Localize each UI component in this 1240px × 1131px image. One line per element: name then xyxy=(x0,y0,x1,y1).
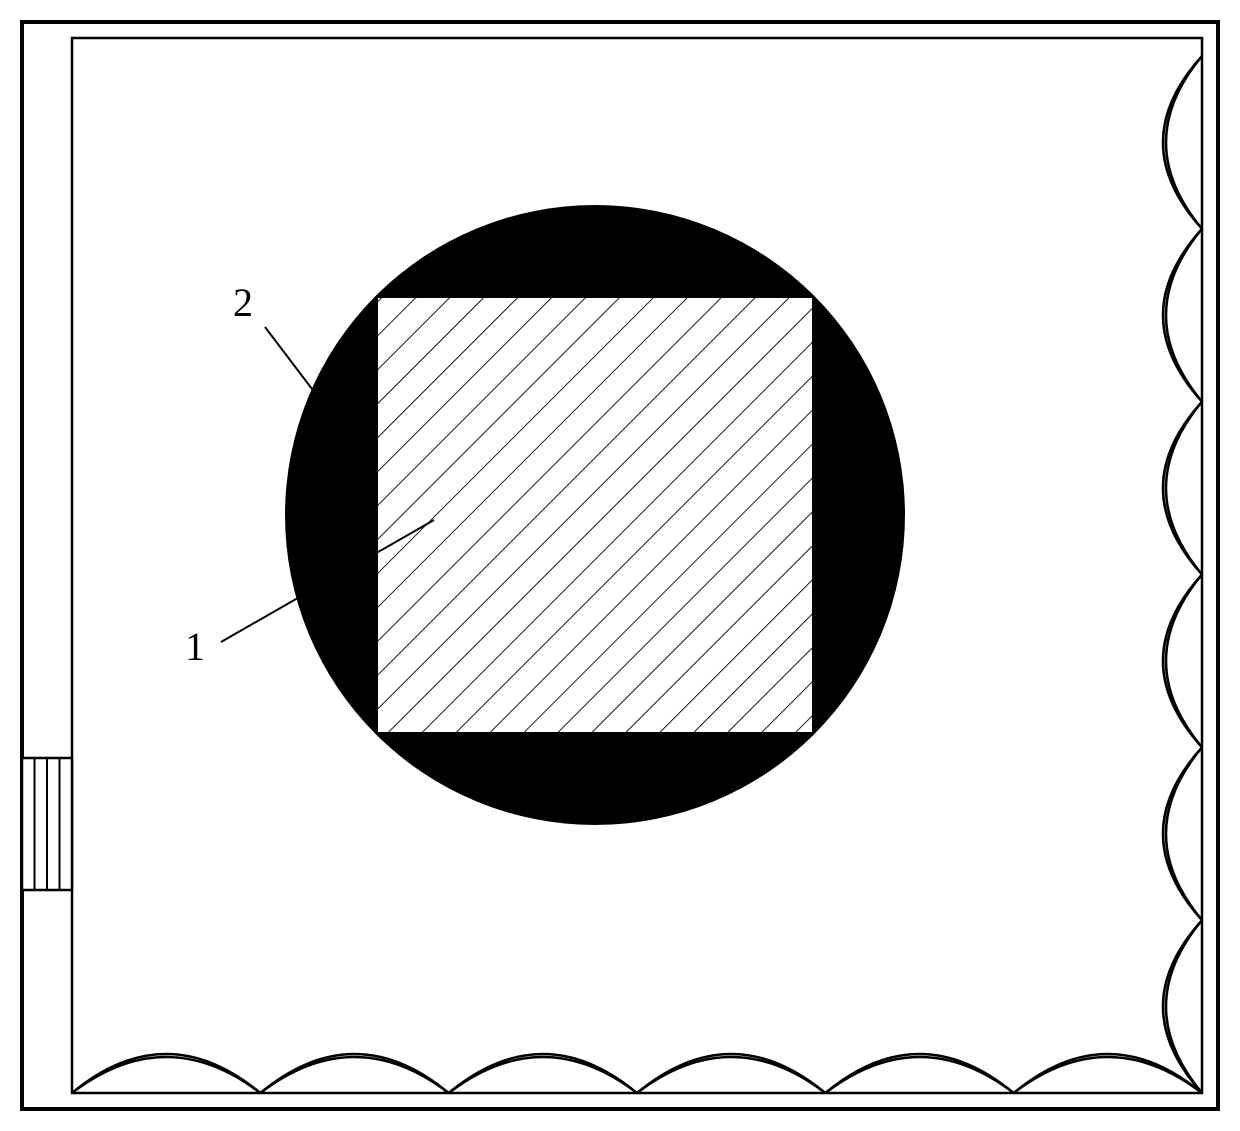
diagram-root: 21 xyxy=(0,0,1240,1131)
scallop-right xyxy=(1163,56,1202,1093)
label-1: 1 xyxy=(185,624,205,669)
scallop-bottom xyxy=(72,1057,1202,1093)
scallop-bottom xyxy=(72,1054,1202,1093)
square-1 xyxy=(377,297,813,733)
label-2: 2 xyxy=(233,280,253,325)
scallop-right xyxy=(1166,56,1202,1093)
